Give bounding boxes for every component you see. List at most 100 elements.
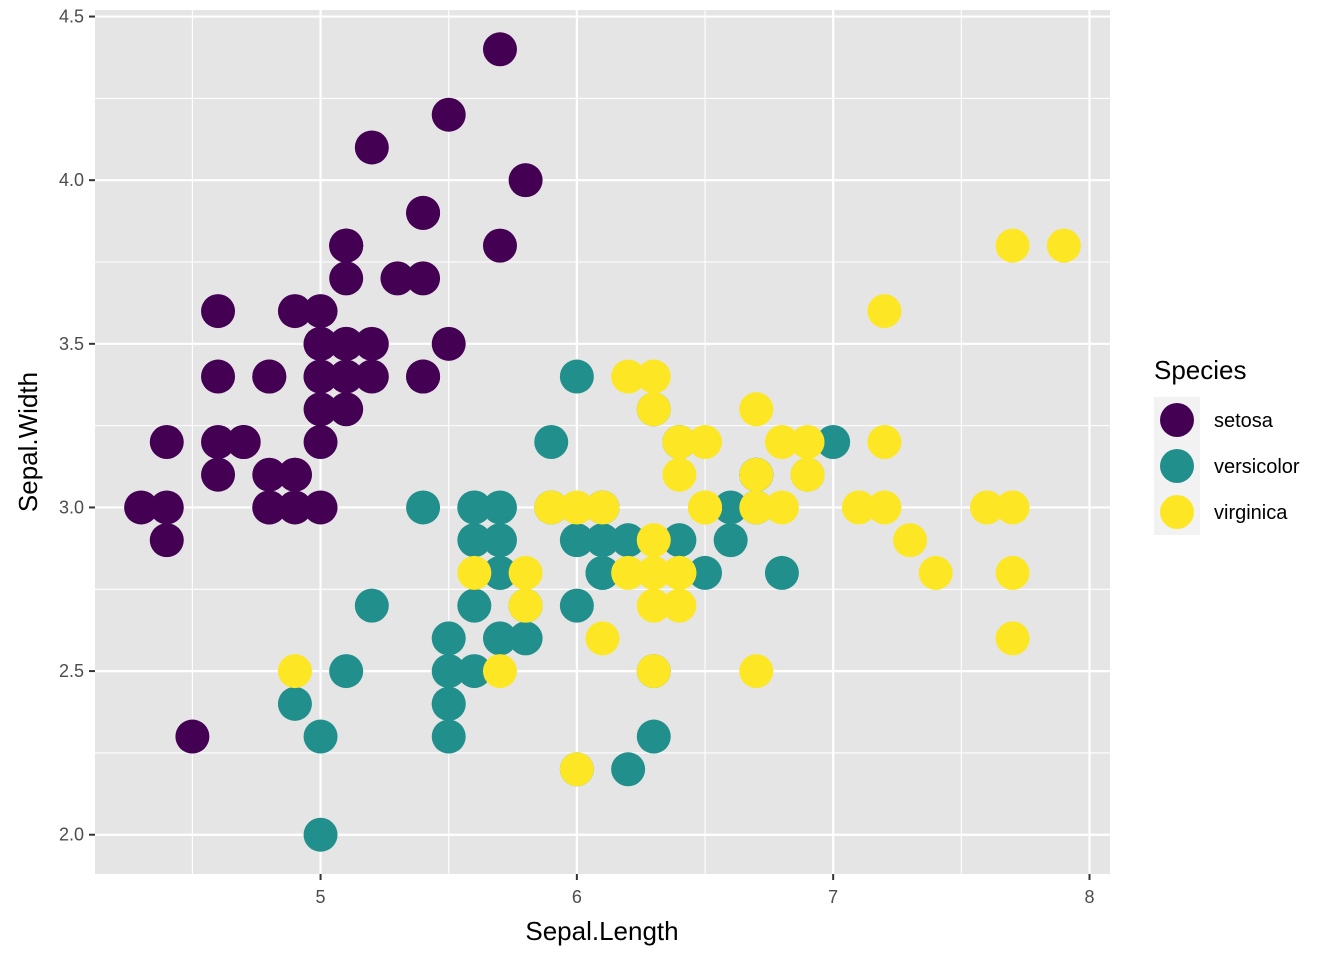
data-point-virginica: [585, 621, 620, 656]
data-point-setosa: [175, 719, 210, 754]
data-point-setosa: [329, 228, 364, 263]
data-point-setosa: [303, 490, 338, 525]
data-point-setosa: [431, 326, 466, 361]
data-point-setosa: [303, 392, 338, 427]
data-point-virginica: [867, 294, 902, 329]
legend-key-virginica: [1160, 495, 1194, 529]
x-tick-label: 8: [1084, 887, 1094, 907]
data-point-virginica: [662, 588, 697, 623]
data-point-versicolor: [303, 817, 338, 852]
data-point-virginica: [611, 555, 646, 590]
data-point-virginica: [918, 555, 953, 590]
legend-key-setosa: [1160, 403, 1194, 437]
data-point-setosa: [406, 261, 441, 296]
data-point-virginica: [559, 752, 594, 787]
data-point-versicolor: [816, 425, 851, 459]
data-point-virginica: [636, 523, 671, 558]
data-point-versicolor: [431, 719, 466, 754]
data-point-versicolor: [688, 555, 723, 590]
data-point-virginica: [482, 654, 517, 689]
data-point-virginica: [508, 555, 543, 590]
data-point-virginica: [1046, 228, 1081, 263]
data-point-versicolor: [482, 555, 517, 590]
data-point-virginica: [662, 457, 697, 492]
data-point-setosa: [303, 294, 338, 329]
data-point-versicolor: [713, 490, 748, 525]
data-point-virginica: [764, 490, 799, 525]
data-point-virginica: [995, 555, 1030, 590]
y-axis-title: Sepal.Width: [13, 372, 43, 512]
data-point-setosa: [303, 359, 338, 394]
y-tick-label: 4.0: [59, 170, 84, 190]
data-point-setosa: [201, 294, 236, 329]
data-point-versicolor: [534, 425, 569, 459]
data-point-versicolor: [559, 523, 594, 558]
data-point-versicolor: [457, 588, 492, 623]
x-tick-label: 7: [828, 887, 838, 907]
data-point-versicolor: [662, 523, 697, 558]
data-point-virginica: [739, 490, 774, 525]
data-point-setosa: [252, 490, 287, 525]
y-tick-label: 3.5: [59, 334, 84, 354]
data-point-virginica: [534, 490, 569, 525]
plot-panel: [95, 10, 1110, 874]
data-point-setosa: [406, 195, 441, 230]
data-point-setosa: [149, 490, 184, 525]
data-point-setosa: [354, 130, 389, 165]
data-point-virginica: [790, 457, 825, 492]
y-tick-label: 3.0: [59, 497, 84, 517]
data-point-setosa: [252, 457, 287, 492]
data-point-virginica: [867, 425, 902, 459]
data-point-setosa: [277, 490, 312, 525]
data-point-virginica: [508, 588, 543, 623]
data-point-versicolor: [431, 654, 466, 689]
data-point-virginica: [739, 392, 774, 427]
data-point-versicolor: [303, 719, 338, 754]
data-point-virginica: [893, 523, 928, 558]
data-point-versicolor: [636, 719, 671, 754]
data-point-setosa: [482, 228, 517, 263]
data-point-virginica: [995, 621, 1030, 656]
data-point-virginica: [636, 555, 671, 590]
data-point-versicolor: [431, 686, 466, 721]
data-point-setosa: [329, 326, 364, 361]
data-point-setosa: [508, 163, 543, 198]
data-point-setosa: [124, 490, 159, 525]
data-point-versicolor: [406, 490, 441, 525]
x-axis-title: Sepal.Length: [525, 916, 678, 946]
data-point-virginica: [739, 654, 774, 689]
y-tick-label: 2.5: [59, 661, 84, 681]
data-point-versicolor: [482, 621, 517, 656]
data-point-versicolor: [457, 654, 492, 689]
data-point-versicolor: [585, 555, 620, 590]
data-point-virginica: [559, 490, 594, 525]
data-point-versicolor: [277, 686, 312, 721]
legend-label-versicolor: versicolor: [1214, 456, 1300, 478]
data-point-versicolor: [329, 654, 364, 689]
data-point-versicolor: [559, 588, 594, 623]
data-point-virginica: [688, 425, 723, 459]
data-point-versicolor: [713, 523, 748, 558]
data-point-virginica: [995, 228, 1030, 263]
data-point-versicolor: [611, 752, 646, 787]
data-point-setosa: [201, 425, 236, 459]
data-point-setosa: [431, 97, 466, 132]
x-tick-label: 5: [316, 887, 326, 907]
data-point-setosa: [277, 457, 312, 492]
data-point-virginica: [636, 588, 671, 623]
data-point-versicolor: [508, 621, 543, 656]
data-point-setosa: [303, 326, 338, 361]
data-point-versicolor: [482, 490, 517, 525]
data-point-virginica: [969, 490, 1004, 525]
data-point-setosa: [354, 326, 389, 361]
data-point-virginica: [636, 392, 671, 427]
legend-label-setosa: setosa: [1214, 410, 1274, 432]
data-point-versicolor: [431, 621, 466, 656]
x-tick-label: 6: [572, 887, 582, 907]
data-point-virginica: [841, 490, 876, 525]
x-axis-ticks: 5 6 7 8: [316, 874, 1095, 907]
data-point-setosa: [277, 294, 312, 329]
data-point-virginica: [636, 359, 671, 394]
data-point-versicolor: [585, 523, 620, 558]
data-point-versicolor: [764, 555, 799, 590]
